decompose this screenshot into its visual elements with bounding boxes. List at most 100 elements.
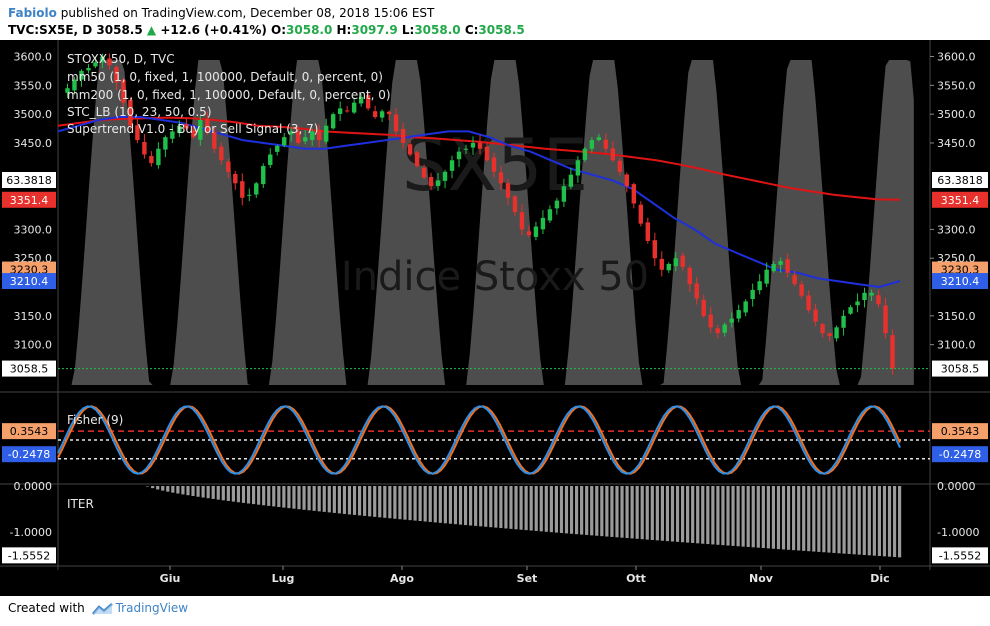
price-badge: 3210.4 <box>941 275 980 288</box>
iter-bar <box>665 486 670 542</box>
watermark: SX5E Indice Stoxx 50 <box>341 123 649 300</box>
candle-body <box>86 68 91 71</box>
iter-bar <box>246 486 251 504</box>
candle-body <box>841 315 846 328</box>
publish-info: Fabiolo published on TradingView.com, De… <box>8 6 434 20</box>
iter-bar <box>655 486 659 541</box>
legend-stc[interactable]: STC_LB (10, 23, 50, 0.5) <box>67 105 212 119</box>
legend-iter[interactable]: ITER <box>67 497 94 511</box>
candle-body <box>184 124 189 129</box>
iter-bar <box>519 486 523 530</box>
candle-body <box>757 281 762 291</box>
candle-body <box>596 137 602 141</box>
iter-bar <box>524 486 528 531</box>
iter-bar <box>226 486 230 501</box>
iter-bar <box>489 486 493 528</box>
iter-bar <box>842 486 846 554</box>
candle-body <box>617 160 623 172</box>
tradingview-brand[interactable]: TradingView <box>115 601 189 615</box>
price-badge: 3351.4 <box>941 194 980 207</box>
legend-ma50[interactable]: mm50 (1, 0, fixed, 1, 100000, Default, 0… <box>67 70 383 84</box>
iter-bar <box>817 486 821 552</box>
candle-body <box>310 131 315 140</box>
legend-fisher[interactable]: Fisher (9) <box>67 413 123 427</box>
iter-bar <box>151 486 155 489</box>
created-with-text: Created with <box>8 601 85 615</box>
candle-body <box>673 258 678 267</box>
iter-bar <box>514 486 518 530</box>
candle-body <box>652 240 657 259</box>
legend-supertrend[interactable]: Supertrend V1.0 - Buy or Sell Signal (3,… <box>67 122 318 136</box>
candle-body <box>659 258 664 270</box>
iter-bar <box>832 486 836 553</box>
iter-bar <box>504 486 508 529</box>
iter-bar <box>751 486 755 548</box>
open-value: 3058.0 <box>286 23 333 37</box>
iter-bar <box>161 486 165 491</box>
candle-body <box>834 327 839 339</box>
iter-badge: -1.5552 <box>939 549 981 562</box>
candle-body <box>191 130 196 138</box>
candle-body <box>233 173 238 184</box>
candle-body <box>624 174 630 187</box>
iter-bar <box>761 486 765 549</box>
iter-bar <box>201 486 205 498</box>
candle-body <box>212 131 217 149</box>
fisher-badge-bg <box>2 446 56 463</box>
iter-bar <box>549 486 553 533</box>
iter-bar <box>696 486 700 544</box>
iter-bar <box>388 486 392 519</box>
candle-body <box>275 145 280 152</box>
iter-bar <box>251 486 256 505</box>
iter-bar <box>206 486 210 499</box>
iter-bar <box>282 486 286 508</box>
candle-body <box>876 295 881 305</box>
candle-body <box>372 111 378 118</box>
last-price: 3058.5 <box>96 23 143 37</box>
candle-body <box>449 160 455 171</box>
price-badge: 63.3818 <box>937 174 983 187</box>
price-tick-right: 3100.0 <box>937 339 976 352</box>
candle-body <box>540 217 546 230</box>
iter-bar <box>600 486 604 537</box>
candle-body <box>519 212 525 230</box>
iter-bar <box>746 486 750 547</box>
candle-body <box>135 125 140 141</box>
candle-body <box>862 292 867 300</box>
price-badge: 3058.5 <box>10 363 49 376</box>
price-badge-bg <box>932 360 988 377</box>
fisher-badge: -0.2478 <box>8 448 50 461</box>
candle-body <box>631 184 637 204</box>
iter-bar <box>660 486 664 541</box>
candle-body <box>79 70 84 80</box>
candle-body <box>254 183 259 195</box>
candle-body <box>198 119 203 140</box>
legend-main[interactable]: STOXX 50, D, TVC <box>67 52 175 66</box>
author-name[interactable]: Fabiolo <box>8 6 57 20</box>
iter-bar <box>797 486 801 551</box>
candle-body <box>505 183 511 198</box>
price-badge: 63.3818 <box>6 174 52 187</box>
iter-bar <box>867 486 871 556</box>
iter-tick-left: 0.0000 <box>14 480 53 493</box>
iter-bar <box>231 486 235 502</box>
candle-body <box>72 79 77 91</box>
candle-body <box>142 141 147 155</box>
iter-bar <box>347 486 352 515</box>
axes-layer: 3600.0 3600.0 3550.0 3550.0 3500.0 3500.0 3450… <box>2 51 988 585</box>
price-tick-left: 3550.0 <box>14 79 53 92</box>
low-label: L: <box>401 23 415 37</box>
iter-bar <box>368 486 372 517</box>
candle-body <box>337 108 343 114</box>
iter-bar <box>539 486 543 532</box>
time-label: Lug <box>272 572 295 585</box>
iter-bar <box>645 486 649 540</box>
candle-body <box>687 267 692 285</box>
candle-body <box>750 289 755 300</box>
candle-body <box>296 130 301 143</box>
candle-body <box>526 231 532 236</box>
legend-ma200[interactable]: mm200 (1, 0, fixed, 1, 100000, Default, … <box>67 88 391 102</box>
iter-bar <box>670 486 675 542</box>
candle-body <box>491 157 497 172</box>
